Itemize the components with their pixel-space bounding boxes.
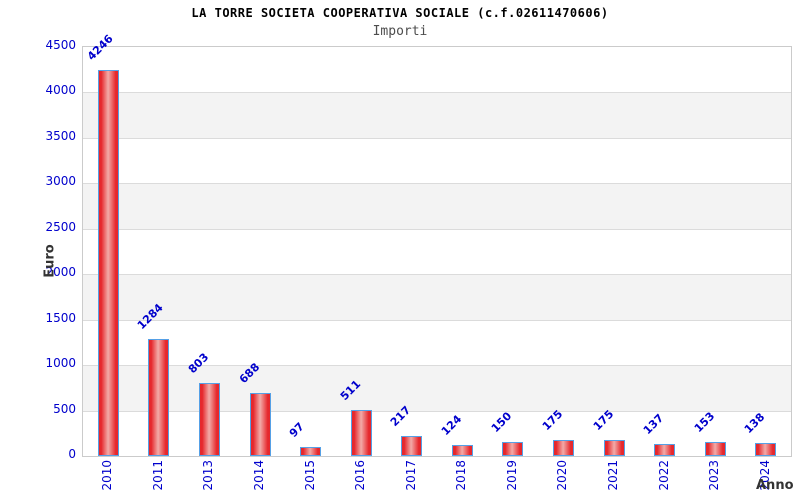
background-band [83, 92, 791, 138]
y-tick-label: 0 [68, 447, 76, 461]
y-tick-label: 3000 [45, 174, 76, 189]
bar-2017 [401, 436, 423, 456]
background-band [83, 410, 791, 456]
background-band [83, 319, 791, 366]
plot-area [82, 46, 792, 457]
bar-2024 [755, 443, 777, 456]
x-tick-label: 2019 [504, 460, 519, 491]
background-band [83, 47, 791, 93]
background-band [83, 274, 791, 320]
x-tick-label: 2020 [555, 460, 570, 491]
y-tick-label: 500 [53, 401, 76, 416]
y-tick-label: 1500 [45, 310, 76, 325]
background-band [83, 137, 791, 184]
x-tick-label: 2016 [353, 460, 368, 491]
chart-subtitle: Importi [372, 24, 428, 39]
bar-2022 [654, 443, 676, 456]
gridline [83, 365, 791, 367]
x-tick-label: 2015 [302, 460, 317, 491]
gridline [83, 274, 791, 276]
y-tick-label: 4500 [45, 38, 76, 52]
gridline [83, 410, 791, 412]
gridline [83, 137, 791, 139]
bar-2013 [198, 383, 220, 456]
x-tick-label: 2022 [656, 460, 671, 491]
bar-2020 [552, 440, 574, 456]
x-axis-title: Anno [756, 478, 794, 493]
bar-2010 [97, 70, 119, 456]
x-tick-label: 2013 [201, 460, 216, 491]
x-tick-label: 2017 [403, 460, 418, 491]
y-tick-label: 4000 [45, 83, 76, 98]
bar-2019 [502, 442, 524, 456]
bar-2021 [603, 440, 625, 456]
background-band [83, 365, 791, 411]
gridline [83, 228, 791, 230]
x-tick-label: 2023 [707, 460, 722, 491]
x-tick-label: 2018 [454, 460, 469, 491]
y-axis-title: Euro [42, 244, 58, 278]
background-band [83, 228, 791, 275]
bar-2018 [451, 444, 473, 456]
x-tick-label: 2010 [100, 460, 115, 491]
bar-2015 [300, 447, 322, 456]
y-tick-label: 2500 [45, 219, 76, 234]
bar-2016 [350, 409, 372, 456]
y-tick-label: 3500 [45, 128, 76, 143]
gridline [83, 92, 791, 94]
background-band [83, 183, 791, 229]
x-tick-label: 2011 [150, 460, 165, 491]
x-tick-label: 2021 [606, 460, 620, 491]
gridline [83, 319, 791, 321]
bar-2011 [148, 339, 170, 456]
chart-title: LA TORRE SOCIETA COOPERATIVA SOCIALE (c.… [191, 6, 609, 20]
x-tick-label: 2014 [252, 460, 266, 491]
gridline [83, 183, 791, 185]
y-tick-label: 1000 [45, 356, 76, 371]
bar-2023 [704, 442, 726, 456]
bar-2014 [249, 393, 271, 456]
y-tick-label: 2000 [45, 265, 76, 280]
